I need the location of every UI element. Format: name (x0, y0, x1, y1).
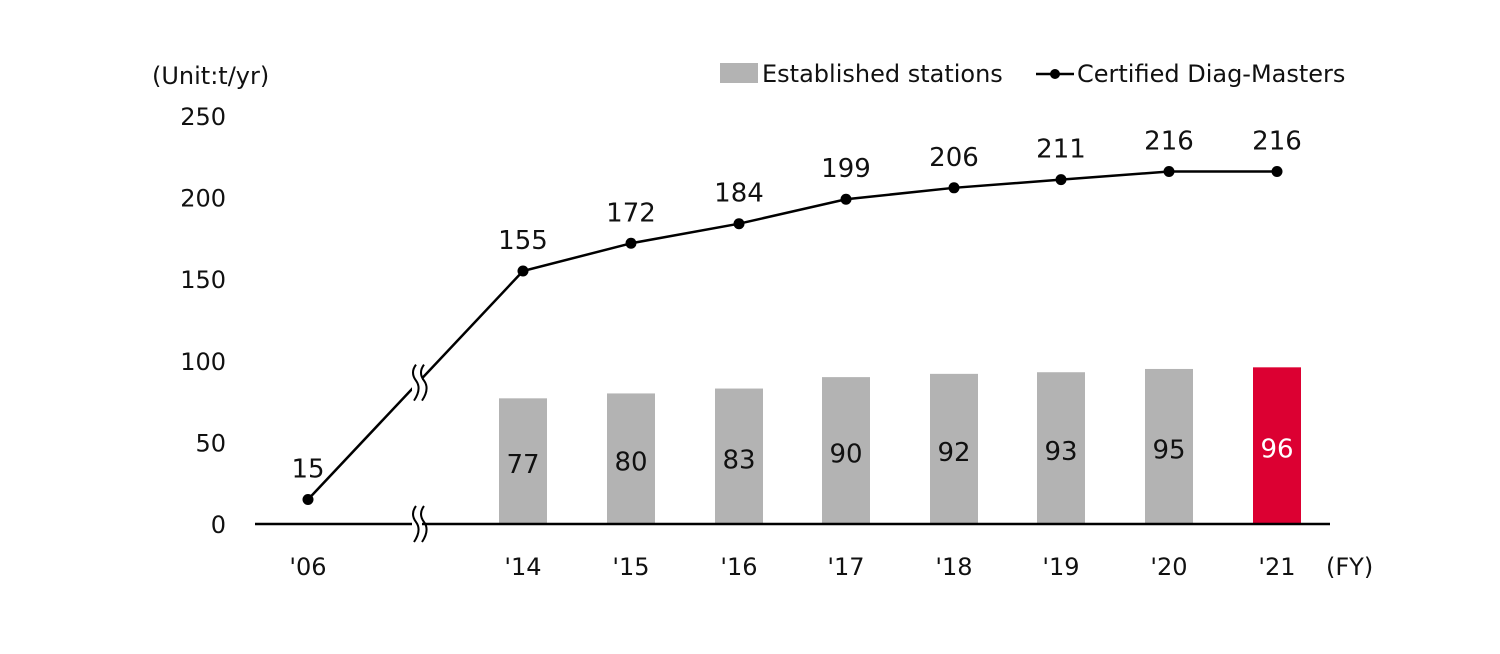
bar-data-label: 95 (1152, 435, 1185, 465)
bar (1037, 372, 1085, 524)
legend-swatch-marker (1050, 69, 1060, 79)
x-tick-label: '21 (1258, 553, 1295, 581)
bar-data-label: 80 (614, 448, 647, 478)
y-tick-label: 50 (195, 429, 226, 457)
bar-data-label: 96 (1260, 435, 1293, 465)
line-data-label: 211 (1036, 135, 1086, 165)
line-data-label: 184 (714, 179, 764, 209)
bar (715, 388, 763, 524)
unit-label: (Unit:t/yr) (152, 62, 269, 90)
x-tick-label: '16 (720, 553, 757, 581)
line-point (1055, 174, 1067, 186)
line-point (840, 193, 852, 205)
line-data-label: 206 (929, 143, 979, 173)
line-point (625, 237, 637, 249)
y-tick-label: 0 (211, 511, 226, 539)
x-tick-label: '15 (612, 553, 649, 581)
line-data-label: 216 (1252, 126, 1302, 156)
x-tick-label: '20 (1150, 553, 1187, 581)
bar (607, 393, 655, 524)
x-axis-break-mark (412, 505, 420, 543)
line-data-label: 155 (498, 226, 548, 256)
y-tick-label: 150 (180, 266, 226, 294)
line-point (1163, 165, 1175, 177)
bar (499, 398, 547, 524)
y-tick-label: 250 (180, 103, 226, 131)
legend: Established stations Certified Diag-Mast… (720, 60, 1345, 88)
line-data-label: 15 (291, 455, 324, 485)
legend-label-line: Certified Diag-Masters (1077, 60, 1345, 88)
y-tick-label: 100 (180, 348, 226, 376)
bar-data-label: 77 (506, 450, 539, 480)
line-series (307, 170, 1277, 501)
x-tick-label: '06 (289, 553, 326, 581)
legend-swatch-bar (720, 63, 758, 83)
line-break-mark (420, 364, 428, 402)
legend-label-bar: Established stations (762, 60, 1003, 88)
x-unit-label: (FY) (1326, 553, 1373, 581)
bar (1253, 367, 1301, 524)
y-tick-label: 200 (180, 185, 226, 213)
bar-data-label: 83 (722, 445, 755, 475)
line-point (517, 265, 529, 277)
line-point (733, 218, 745, 230)
line-data-label: 172 (606, 198, 656, 228)
line-data-label: 199 (821, 154, 871, 184)
bar-data-label: 92 (937, 438, 970, 468)
x-tick-label: '14 (504, 553, 541, 581)
bar-data-label: 90 (829, 440, 862, 470)
x-axis-break-mark (420, 505, 428, 543)
x-tick-label: '18 (935, 553, 972, 581)
x-tick-label: '17 (827, 553, 864, 581)
bar (1145, 368, 1193, 524)
line-data-label: 216 (1144, 126, 1194, 156)
bar (822, 377, 870, 524)
line-point (302, 494, 314, 506)
bar (930, 373, 978, 524)
line-point (1271, 165, 1283, 177)
bar-data-label: 93 (1044, 437, 1077, 467)
line-point (948, 182, 960, 194)
x-tick-label: '19 (1042, 553, 1079, 581)
line-break-mark (412, 364, 420, 402)
